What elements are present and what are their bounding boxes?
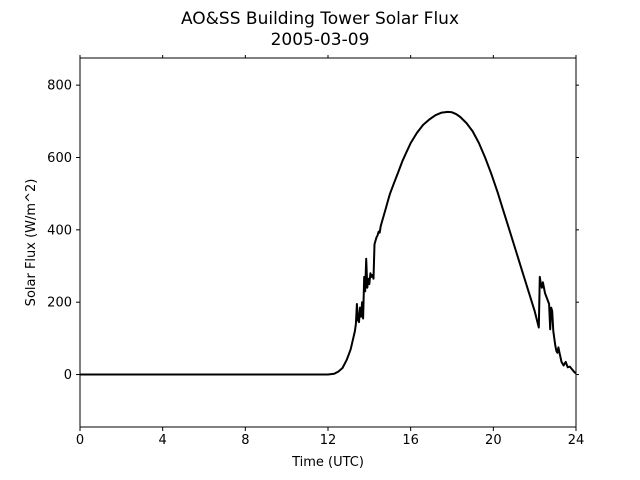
x-tick-label: 12 <box>320 433 337 448</box>
x-tick-label: 4 <box>159 433 167 448</box>
x-axis-label: Time (UTC) <box>291 455 364 470</box>
x-tick-label: 20 <box>485 433 502 448</box>
y-tick-label: 400 <box>47 223 72 238</box>
solar-flux-line <box>80 110 577 376</box>
x-tick-label: 24 <box>568 433 585 448</box>
y-axis: 0 200 400 600 800 <box>47 79 579 383</box>
y-tick-label: 200 <box>47 296 72 311</box>
y-tick-label: 800 <box>47 79 72 94</box>
x-tick-label: 8 <box>241 433 249 448</box>
plot-frame <box>79 57 577 428</box>
chart-subtitle: 2005-03-09 <box>271 30 370 50</box>
x-tick-label: 16 <box>402 433 419 448</box>
x-tick-label: 0 <box>76 433 84 448</box>
y-axis-label: Solar Flux (W/m^2) <box>24 179 39 307</box>
x-axis: 0 4 8 12 16 20 24 <box>76 55 584 448</box>
series-layer <box>80 110 577 376</box>
y-tick-label: 600 <box>47 151 72 166</box>
y-tick-label: 0 <box>64 368 72 383</box>
chart-title: AO&SS Building Tower Solar Flux <box>181 9 459 29</box>
